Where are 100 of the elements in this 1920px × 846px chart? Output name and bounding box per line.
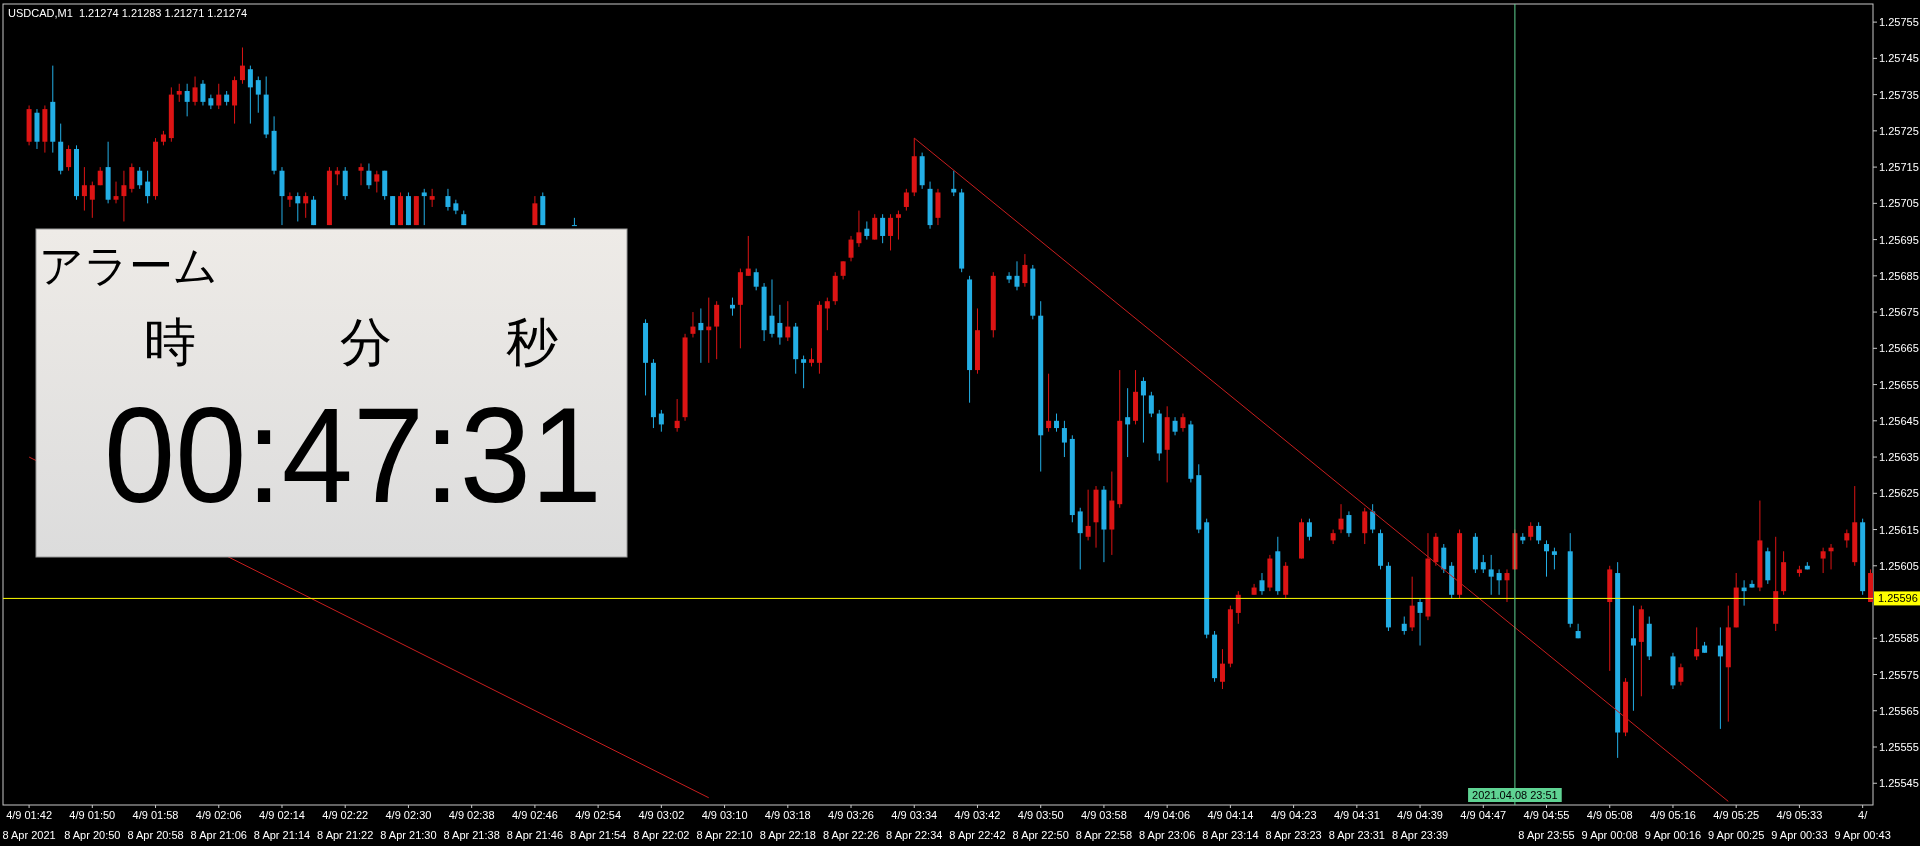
candlestick [145,170,151,204]
candlestick [872,213,878,241]
candlestick [864,220,870,241]
candlestick [1417,597,1423,647]
y-tick-label: 1.25545 [1879,777,1919,790]
candlestick [1749,579,1755,589]
candlestick [856,210,862,248]
candlestick [1172,416,1178,436]
x-tick-label: 4/9 01:42 8 Apr 2021 [2,809,56,841]
candlestick [137,166,143,190]
x-tick-label: 4/9 02:38 8 Apr 21:38 [443,809,500,841]
candlestick [303,191,309,219]
x-tick-label: 4/9 03:02 8 Apr 22:02 [633,809,690,841]
candlestick [1014,260,1020,291]
candlestick [1630,605,1636,712]
candlestick [1362,507,1368,545]
x-tick-label: 4/9 02:14 8 Apr 21:14 [253,809,311,841]
candlestick [121,170,127,222]
candlestick [1528,521,1534,541]
y-tick-label: 1.25605 [1879,559,1919,572]
x-tick-label: 4/9 03:18 8 Apr 22:18 [759,809,816,841]
candlestick [1338,503,1344,534]
candlestick [658,409,664,433]
candlestick [1575,623,1581,639]
candlestick [698,307,704,364]
chart-title: USDCAD,M1 1.21274 1.21283 1.21271 1.21274 [8,7,248,19]
candlestick [840,260,846,280]
candlestick [192,75,198,106]
x-tick-label: 2021.04.08 23:51 [1472,789,1558,801]
y-tick-label: 1.25575 [1879,668,1919,681]
candlestick [184,83,190,117]
candlestick [1401,616,1407,636]
candlestick [1140,376,1146,444]
x-tick-label: 4/9 04:14 8 Apr 23:14 [1202,809,1259,841]
candlestick [888,213,894,251]
candlestick [801,355,807,389]
x-tick-label: 4/9 04:31 8 Apr 23:31 [1328,809,1385,841]
x-tick-label: 4/9 05:25 9 Apr 00:25 [1708,809,1765,841]
candlestick [374,170,380,193]
candlestick [571,217,577,227]
candlestick [421,188,427,226]
x-tick-label: 4/9 04:39 8 Apr 23:39 [1391,809,1449,841]
candlestick [1054,413,1060,433]
x-tick-label: 4/9 01:58 8 Apr 20:58 [127,809,184,841]
x-tick-label: 4/9 02:30 8 Apr 21:30 [380,809,437,841]
x-tick-label: 4/ 9 Apr 00:43 [1834,809,1891,841]
candlestick [532,195,538,226]
candlestick [895,210,901,241]
x-tick-label: 4/9 03:50 8 Apr 22:50 [1012,809,1069,841]
candlestick [1536,521,1542,545]
candlestick [81,166,87,212]
candlestick [200,79,206,106]
candlestick [1441,543,1447,574]
y-tick-label: 1.25745 [1879,52,1919,65]
annotation: 時 [144,313,196,371]
x-tick-label: 4/9 05:08 9 Apr 00:08 [1581,809,1638,841]
candlestick [113,181,119,204]
candlestick [445,188,451,212]
candlestick [1022,253,1028,288]
annotation: 分 [340,313,392,371]
candlestick [1085,489,1091,541]
candlestick [1717,626,1723,730]
text: アラーム [39,241,218,290]
candlestick [89,181,95,219]
candlestick [903,188,909,212]
x-tick-label: 4/9 02:46 8 Apr 21:46 [506,809,564,841]
x-tick-label: 4/9 04:47 [1460,809,1507,821]
candlestick [1370,503,1376,534]
x-tick-label: 4/9 02:22 8 Apr 21:22 [317,809,374,841]
y-tick-label: 1.25705 [1879,197,1919,210]
candlestick [785,300,791,342]
candlestick [1180,413,1186,433]
candlestick [777,304,783,346]
y-tick-label: 1.25645 [1879,414,1919,427]
candlestick [1844,529,1850,549]
x-tick-label: 4/9 03:10 8 Apr 22:10 [696,809,753,841]
candlestick [1488,554,1494,596]
x-tick-label: 4/9 04:55 8 Apr 23:55 [1518,809,1575,841]
candlestick [1330,529,1336,545]
y-tick-label: 1.25675 [1879,306,1919,319]
candlestick [1678,663,1684,686]
candlestick [1306,518,1312,541]
candlestick [239,46,245,85]
y-tick-label: 1.25555 [1879,741,1919,754]
candlestick [848,235,854,262]
x-tick-label: 4/9 05:33 9 Apr 00:33 [1771,809,1828,841]
candlestick [129,162,135,193]
x-tick-label: 4/9 04:23 8 Apr 23:23 [1265,809,1322,841]
candlestick [769,278,775,338]
y-tick-label: 1.25695 [1879,233,1919,246]
y-tick-label: 1.25715 [1879,161,1919,174]
candlestick [1480,554,1486,574]
candlestick [1148,391,1154,418]
candlestick [255,75,261,114]
y-tick-label: 1.25625 [1879,487,1919,500]
candlestick [753,268,759,291]
candlestick [295,191,301,222]
x-tick-label: 4/9 03:58 8 Apr 22:58 [1075,809,1133,841]
candlestick [208,94,214,110]
y-tick-label: 1.25725 [1879,124,1919,137]
